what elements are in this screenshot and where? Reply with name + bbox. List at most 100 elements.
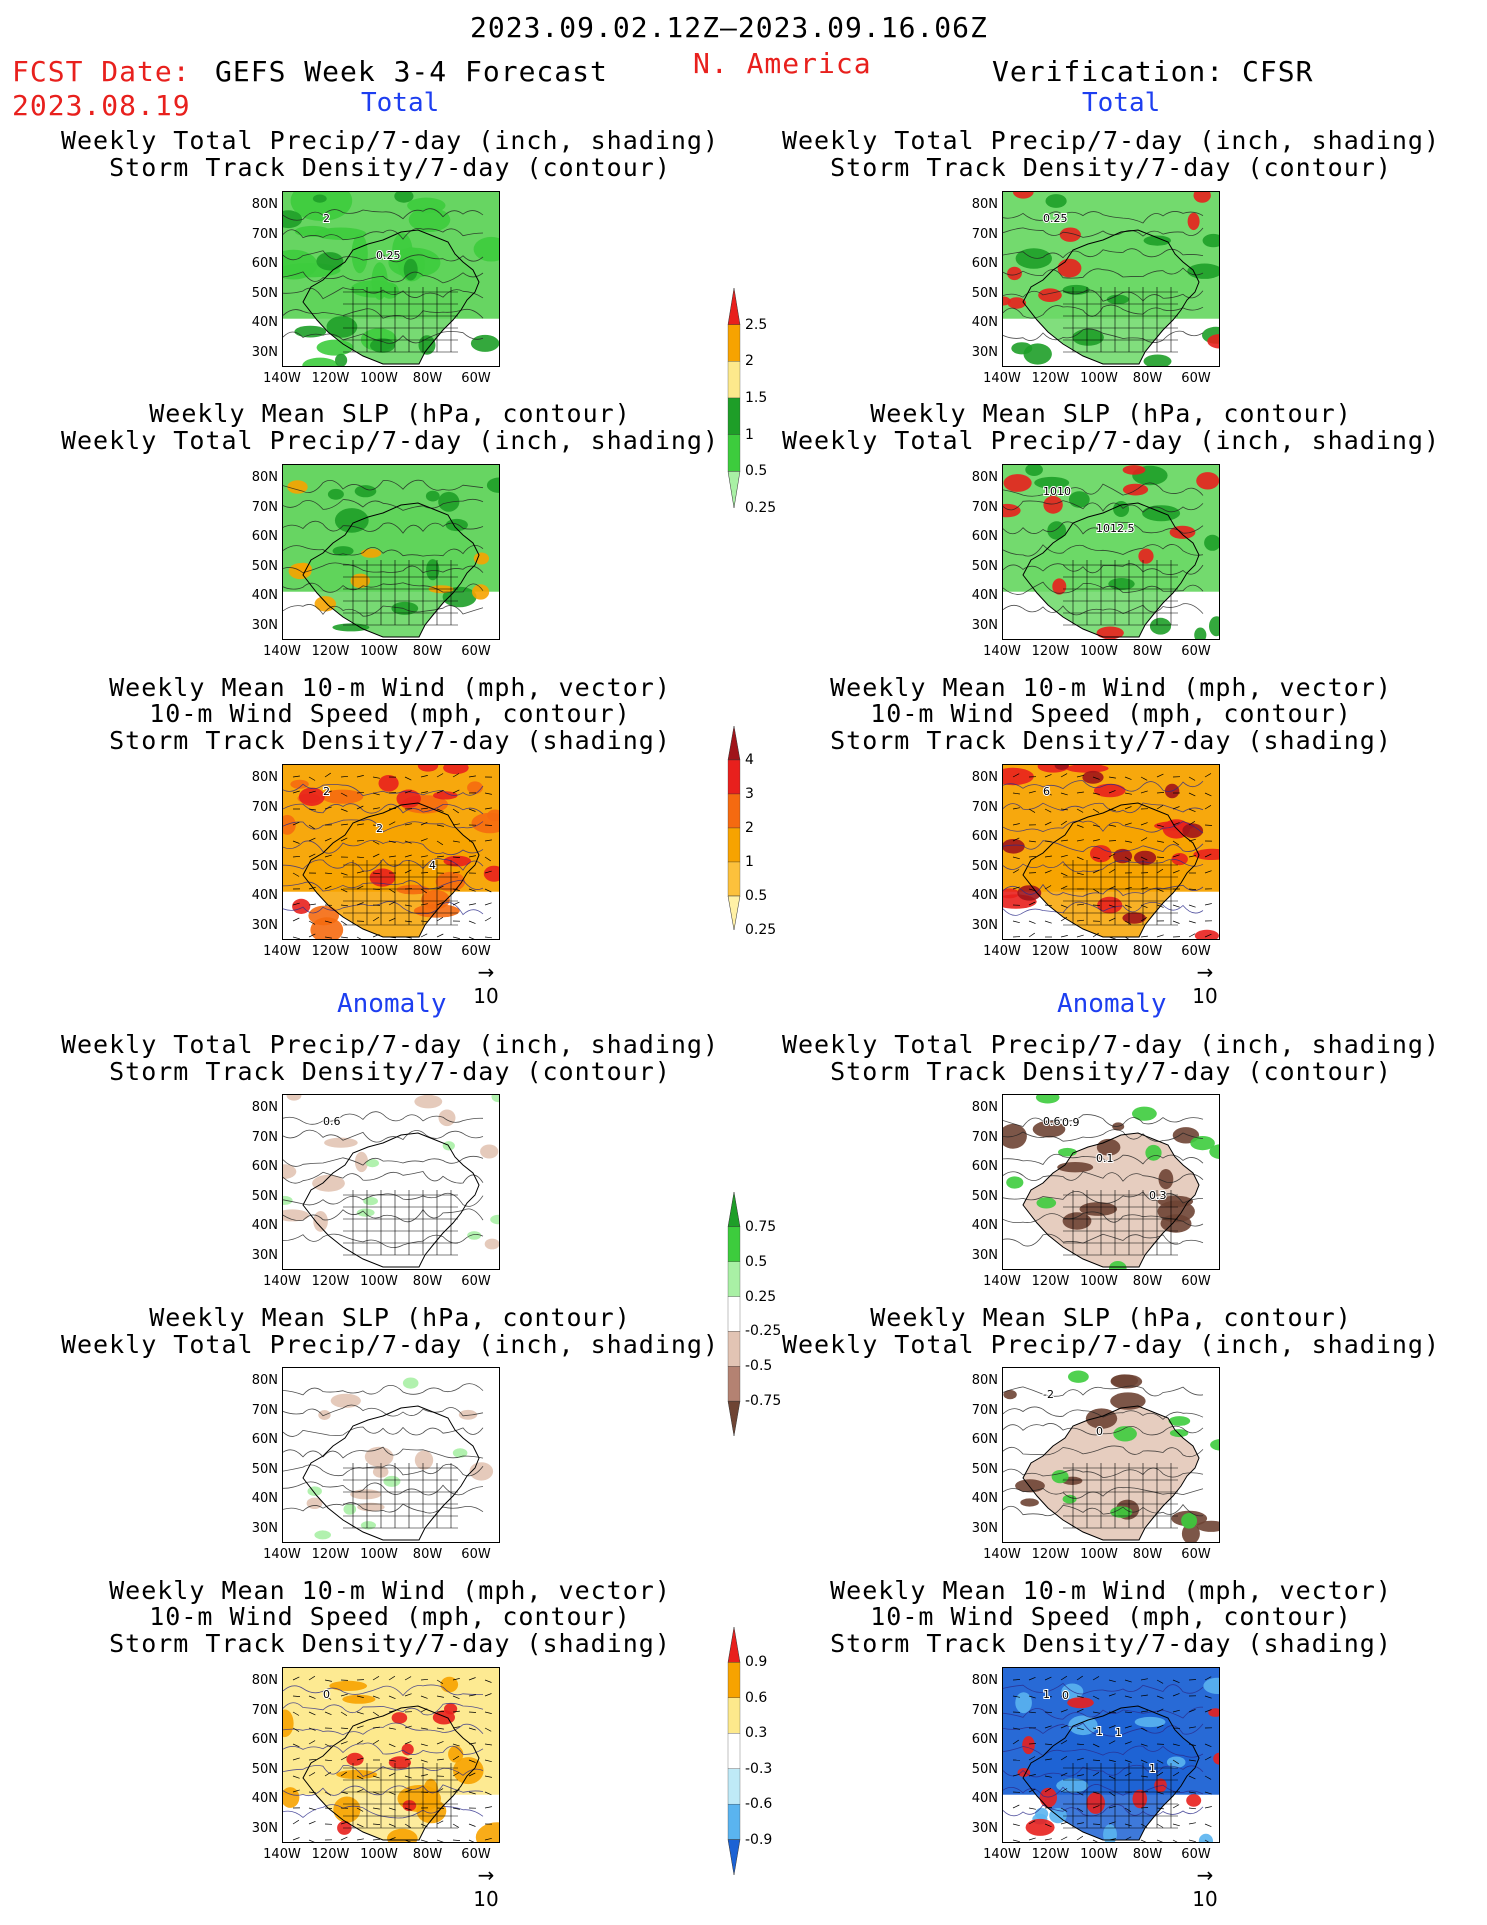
lat-label: 70N: [251, 1702, 278, 1718]
colorbar-label: 3: [745, 786, 754, 802]
lat-label: 50N: [971, 858, 998, 874]
lat-label: 30N: [971, 617, 998, 633]
contour-label: -2: [1043, 1388, 1054, 1401]
lat-label: 50N: [971, 558, 998, 574]
lat-label: 30N: [971, 344, 998, 360]
lat-label: 60N: [251, 1732, 278, 1747]
lon-label: 140W: [983, 644, 1021, 659]
section-total-forecast: Total: [361, 88, 440, 118]
panel-title-fc-total-slp-1: Weekly Mean SLP (hPa, contour): [149, 399, 631, 428]
lat-label: 80N: [251, 1100, 278, 1115]
lat-label: 40N: [971, 888, 998, 903]
lon-label: 140W: [263, 1547, 301, 1562]
lon-label: 100W: [360, 1847, 398, 1862]
lon-label: 60W: [1181, 371, 1211, 386]
lat-label: 40N: [251, 588, 278, 603]
map-fc-total-precip: 20.25: [283, 192, 499, 366]
colorbar-label: -0.3: [745, 1760, 773, 1777]
lat-label: 40N: [251, 315, 278, 330]
lon-label: 60W: [461, 1847, 491, 1862]
contour-label: 6: [1043, 785, 1050, 798]
section-anomaly-forecast: Anomaly: [337, 989, 447, 1019]
colorbar-label: -0.9: [745, 1831, 773, 1848]
lat-label: 80N: [971, 470, 998, 485]
panel-title-fc-total-wind-2: 10-m Wind Speed (mph, contour): [149, 699, 631, 728]
lon-label: 120W: [311, 1847, 350, 1862]
lat-label: 80N: [971, 197, 998, 212]
colorbar-label: -0.5: [745, 1358, 773, 1375]
date-range: 2023.09.02.12Z–2023.09.16.06Z: [470, 11, 988, 44]
map-fc-anom-wind: 0: [283, 1668, 499, 1842]
lon-label: 140W: [263, 644, 301, 659]
map-panel-vr-anom-precip: 0.6 0.1 0.3 0.9: [1002, 1094, 1220, 1270]
panel-title-vr-total-wind-3: Storm Track Density/7-day (shading): [830, 726, 1392, 755]
lat-label: 70N: [251, 1402, 278, 1418]
lat-label: 30N: [251, 1820, 278, 1836]
map-panel-vr-total-wind: 6: [1002, 764, 1220, 940]
colorbar-label: 0.5: [745, 888, 768, 904]
map-panel-fc-total-wind: 2 2 4: [282, 764, 500, 940]
colorbar-label: 0.25: [745, 922, 777, 938]
lat-label: 70N: [971, 1129, 998, 1145]
lat-label: 80N: [251, 770, 278, 785]
lon-label: 80W: [412, 1274, 443, 1289]
lat-label: 70N: [971, 1402, 998, 1418]
lon-label: 140W: [983, 944, 1021, 959]
lon-label: 120W: [1031, 1274, 1070, 1289]
lon-label: 100W: [360, 1547, 398, 1562]
panel-title-vr-total-wind-2: 10-m Wind Speed (mph, contour): [870, 699, 1352, 728]
panel-title-fc-anom-slp-2: Weekly Total Precip/7-day (inch, shading…: [60, 1330, 720, 1359]
lon-label: 140W: [983, 1547, 1021, 1562]
map-panel-fc-total-precip: 2 0.25: [282, 191, 500, 367]
panel-title-fc-total-wind-3: Storm Track Density/7-day (shading): [109, 726, 671, 755]
lat-label: 60N: [251, 529, 278, 544]
lon-label: 120W: [311, 1547, 350, 1562]
lon-label: 80W: [1132, 1847, 1163, 1862]
lat-label: 50N: [971, 285, 998, 301]
vector-ref-label: 10: [1192, 1887, 1218, 1911]
lat-label: 60N: [971, 1432, 998, 1447]
vector-ref-label: 10: [473, 1887, 499, 1911]
panel-title-vr-anom-wind-3: Storm Track Density/7-day (shading): [830, 1629, 1392, 1658]
lat-label: 80N: [971, 770, 998, 785]
lat-label: 60N: [971, 1732, 998, 1747]
lon-label: 100W: [1080, 944, 1118, 959]
product-title: GEFS Week 3-4 Forecast: [215, 55, 608, 88]
lat-label: 70N: [251, 226, 278, 242]
colorbar-precip_total: [727, 287, 741, 509]
map-fc-anom-slp: [283, 1368, 499, 1542]
colorbar-label: 0.6: [745, 1689, 768, 1706]
lat-label: 30N: [251, 617, 278, 633]
lat-label: 70N: [251, 799, 278, 815]
colorbar-label: 2: [745, 820, 754, 836]
lon-label: 140W: [263, 944, 301, 959]
panel-title-vr-anom-wind-1: Weekly Mean 10-m Wind (mph, vector): [830, 1576, 1392, 1605]
lat-label: 30N: [251, 344, 278, 360]
panel-title-fc-total-precip-2: Storm Track Density/7-day (contour): [109, 153, 671, 182]
contour-label: 1: [1149, 1762, 1156, 1775]
lat-label: 60N: [251, 1432, 278, 1447]
contour-label: 1: [1115, 1726, 1122, 1739]
colorbar-label: 2.5: [745, 316, 768, 333]
lon-label: 140W: [983, 1847, 1021, 1862]
lon-label: 60W: [1181, 944, 1211, 959]
lon-label: 100W: [360, 644, 398, 659]
lon-label: 140W: [983, 371, 1021, 386]
lon-label: 140W: [263, 1847, 301, 1862]
colorbar-label: 0.3: [745, 1725, 768, 1742]
lon-label: 80W: [1132, 1547, 1163, 1562]
lon-label: 100W: [1080, 371, 1118, 386]
colorbar-label: 1: [745, 426, 754, 443]
lat-label: 70N: [971, 499, 998, 515]
lat-label: 60N: [251, 829, 278, 844]
lat-label: 50N: [251, 558, 278, 574]
lon-label: 140W: [263, 1274, 301, 1289]
vector-ref-fc-anom: → 10: [473, 1863, 499, 1911]
section-total-verification: Total: [1082, 88, 1161, 118]
panel-title-vr-anom-slp-1: Weekly Mean SLP (hPa, contour): [870, 1303, 1352, 1332]
fcst-date-label: FCST Date:: [12, 55, 191, 88]
contour-label: 0.3: [1149, 1189, 1167, 1202]
lon-label: 60W: [461, 644, 491, 659]
lon-label: 120W: [1031, 1547, 1070, 1562]
lon-label: 60W: [1181, 1847, 1211, 1862]
